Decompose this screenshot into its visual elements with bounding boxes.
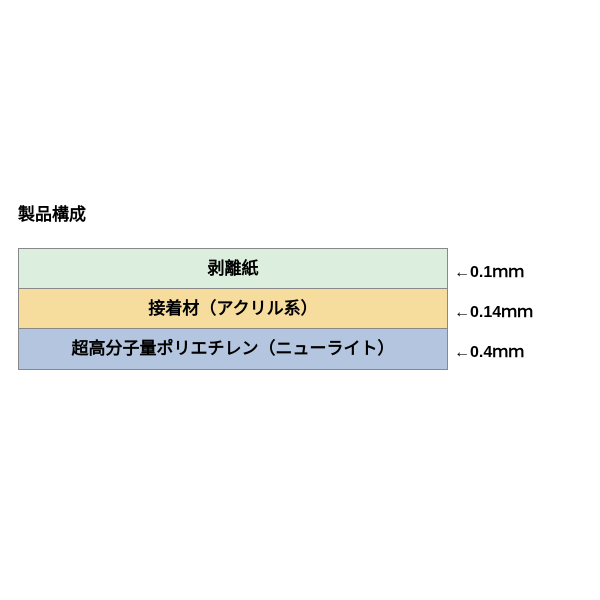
layer-label: 超高分子量ポリエチレン（ニューライト） xyxy=(72,339,395,358)
layer-label: 剥離紙 xyxy=(208,259,259,278)
page-root: 製品構成 剥離紙 接着材（アクリル系） 超高分子量ポリエチレン（ニューライト） … xyxy=(0,0,600,600)
diagram-title: 製品構成 xyxy=(18,200,86,225)
thickness-label-0: ←0.1ｍｍ xyxy=(454,258,524,282)
layer-uhmwpe: 超高分子量ポリエチレン（ニューライト） xyxy=(19,329,447,369)
thickness-label-1: ←0.14ｍｍ xyxy=(454,298,533,322)
layer-adhesive: 接着材（アクリル系） xyxy=(19,289,447,329)
layer-release-paper: 剥離紙 xyxy=(19,249,447,289)
layer-diagram: 剥離紙 接着材（アクリル系） 超高分子量ポリエチレン（ニューライト） xyxy=(18,248,448,370)
thickness-label-2: ←0.4ｍｍ xyxy=(454,338,524,362)
layer-label: 接着材（アクリル系） xyxy=(148,299,317,318)
